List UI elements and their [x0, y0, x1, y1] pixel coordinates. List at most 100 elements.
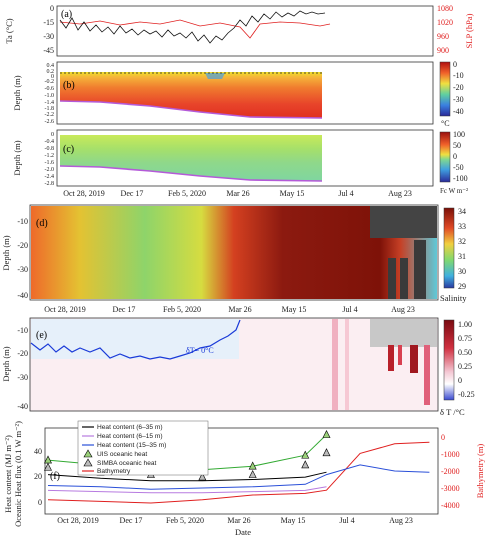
panel-f-ylabel-left-2: Oceanic Heat flux (0.1 W m⁻²): [13, 421, 23, 527]
date-tick-f-6: Aug 23: [389, 516, 413, 525]
panel-a-ytick-right-1: 1020: [437, 18, 453, 27]
date-tick-f-1: Dec 17: [120, 516, 143, 525]
simba-oceanic-heat-marker: [248, 469, 257, 478]
date-tick-c-1: Dec 17: [121, 189, 144, 198]
panel-a-ytick-left-1: -15: [43, 18, 54, 27]
panel-c-ytick-2: -0.8: [45, 146, 55, 152]
panel-e-ytick-2: -30: [17, 373, 28, 382]
uis-oceanic-heat-marker: [301, 450, 310, 459]
panel-e-warm-core-4: [424, 345, 430, 405]
panel-b-letter: (b): [63, 80, 75, 91]
panel-b-ytick-0: 0.4: [47, 63, 55, 69]
date-tick-c-3: Mar 26: [226, 189, 249, 198]
panel-d-ytick-0: -10: [17, 217, 28, 226]
date-tick-f-2: Feb 5, 2020: [166, 516, 204, 525]
panel-d-nodata-top: [370, 206, 437, 238]
panel-c-ice-bottom-line: [59, 165, 323, 182]
panel-a-ytick-left-0: 0: [50, 4, 54, 13]
panel-e-dT0-contour: [30, 319, 241, 360]
panel-f-legend: Heat content (6–35 m) Heat content (6–15…: [77, 420, 209, 476]
date-tick-c-6: Aug 23: [388, 189, 412, 198]
panel-d-cbar-tick-4: 30: [458, 267, 466, 276]
panel-c-cbar-tick-3: -50: [453, 163, 464, 172]
legend-label-3: UIS oceanic heat: [97, 451, 147, 458]
panel-f-ytick-left-2: 0: [38, 498, 42, 507]
date-ticks-f: Oct 28, 2019 Dec 17 Feb 5, 2020 Mar 26 M…: [57, 516, 413, 537]
panel-c-flux-field: [60, 135, 322, 181]
legend-swatch-3: [83, 449, 93, 458]
panel-e-warm-core-1: [388, 345, 394, 371]
panel-e-mixed-layer-shade: [31, 319, 239, 359]
panel-b-ytick-8: -2.2: [45, 112, 55, 118]
legend-label-1: Heat content (6–15 m): [97, 433, 163, 440]
panel-b-ytick-1: 0.2: [47, 69, 55, 75]
simba-oceanic-heat-marker: [44, 462, 52, 471]
panel-d-ytick-1: -20: [17, 241, 28, 250]
panel-d: (d) Depth (m) -10 -20 -30 -40 34 33 32 3…: [1, 204, 467, 303]
panel-f-letter: (f): [50, 471, 60, 482]
panel-f-ytick-right-3: -3000: [441, 484, 460, 493]
panel-a-ta-line: [59, 10, 326, 44]
panel-b-ytick-7: -1.8: [45, 106, 55, 112]
panel-b-cbar-tick-3: -30: [453, 95, 464, 104]
panel-c: (c) Depth (m) 0 -0.4 -0.8 -1.2 -1.6 -2.0…: [12, 129, 468, 195]
uis-oceanic-heat-marker: [248, 461, 257, 470]
panel-b-cbar-tick-4: -40: [453, 107, 464, 116]
panel-c-ytick-3: -1.2: [45, 153, 55, 159]
panel-c-cbar-tick-1: 50: [453, 141, 461, 150]
panel-c-cbar-tick-2: 0: [453, 152, 457, 161]
panel-e-cbar-tick-5: -0.25: [458, 390, 475, 399]
panel-d-cbar-tick-5: 29: [458, 282, 466, 291]
date-tick-d-2: Feb 5, 2020: [163, 305, 201, 314]
date-tick-d-5: Jul 4: [342, 305, 357, 314]
panel-b-cbar-tick-2: -20: [453, 83, 464, 92]
panel-f-ytick-right-1: -1000: [441, 450, 460, 459]
panel-f-ytick-left-0: 40: [34, 447, 42, 456]
panel-c-cbar-unit: Fc W m⁻²: [440, 187, 468, 195]
panel-d-salinity-field: [31, 206, 437, 299]
legend-label-5: Bathymetry: [97, 468, 131, 475]
date-tick-d-0: Oct 28, 2019: [44, 305, 86, 314]
panel-e-warm-core-2: [398, 345, 402, 365]
panel-f-ytick-left-1: 20: [34, 472, 42, 481]
date-tick-d-6: Aug 23: [391, 305, 415, 314]
heat-content-6-35-line: [47, 471, 327, 482]
panel-e: (e) δT= 0°C Depth (m) -10 -20 -30 -40 1.…: [1, 317, 475, 417]
panel-b-temperature-field: [60, 72, 322, 118]
date-tick-f-0: Oct 28, 2019: [57, 516, 99, 525]
panel-a-ytick-left-3: -45: [43, 46, 54, 55]
panel-d-ytick-2: -30: [17, 265, 28, 274]
panel-c-cbar-tick-4: -100: [453, 174, 468, 183]
panel-f-ytick-right-4: -4000: [441, 501, 460, 510]
panel-b-colorbar: [439, 61, 451, 117]
panel-e-cbar-tick-1: 0.75: [458, 334, 472, 343]
panel-e-cbar-tick-2: 0.50: [458, 348, 472, 357]
panel-e-ytick-3: -40: [17, 402, 28, 411]
uis-oceanic-heat-marker: [322, 429, 331, 438]
panel-a-ylabel-left: Ta (°C): [4, 18, 14, 43]
panel-c-ytick-6: -2.4: [45, 174, 55, 180]
panel-b-cbar-tick-1: -10: [453, 71, 464, 80]
panel-a-letter: (a): [61, 9, 72, 20]
panel-b-ytick-4: -0.6: [45, 86, 55, 92]
panel-a-frame: [56, 5, 434, 57]
panel-d-nodata-bar-2: [400, 258, 408, 299]
date-tick-c-2: Feb 5, 2020: [168, 189, 206, 198]
panel-b-ytick-2: 0: [51, 74, 54, 80]
panel-b-cbar-tick-0: 0: [453, 60, 457, 69]
panel-b-ylabel: Depth (m): [12, 75, 22, 110]
legend-swatch-4: [83, 458, 93, 467]
panel-b-ytick-6: -1.4: [45, 100, 55, 106]
panel-d-cbar-tick-0: 34: [458, 207, 466, 216]
date-tick-d-1: Dec 17: [113, 305, 136, 314]
panel-e-cbar-tick-4: 0: [458, 376, 462, 385]
panel-c-ytick-7: -2.8: [45, 181, 55, 187]
panel-c-ytick-4: -1.6: [45, 160, 55, 166]
panel-e-nodata-block: [370, 319, 437, 347]
simba-oceanic-heat-marker: [301, 460, 310, 469]
panel-a-ylabel-right: SLP (hPa): [464, 13, 474, 48]
panel-b-ytick-9: -2.6: [45, 119, 55, 125]
panel-e-colorbar: [443, 319, 455, 401]
panel-f: (f) Heat content (MJ m⁻²) Oceanic Heat f…: [3, 420, 485, 527]
